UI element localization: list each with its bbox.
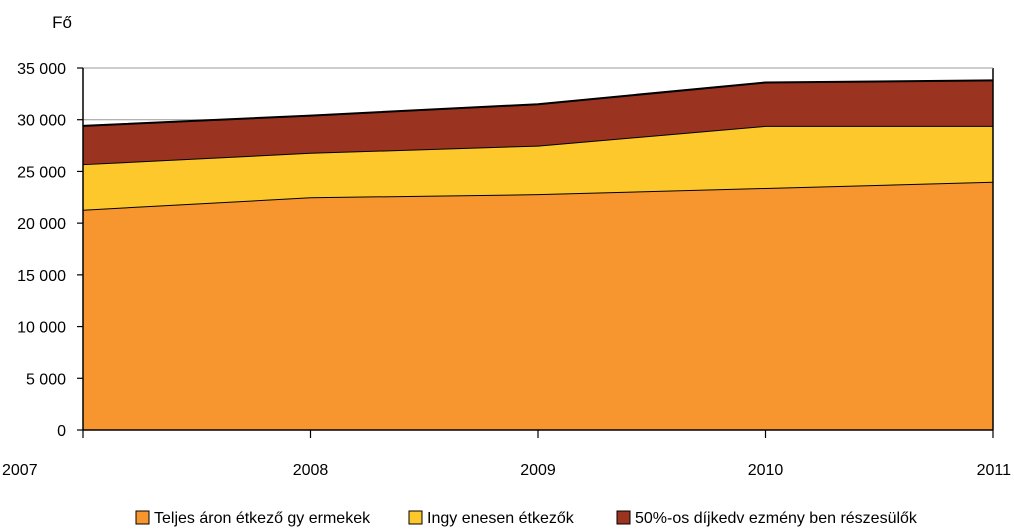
legend-swatch-2 (616, 510, 631, 525)
x-tick-label-1: 2008 (293, 462, 329, 479)
x-tick-label-4: 2011 (977, 462, 1012, 479)
legend-label-1: Ingy enesen étkezők (427, 510, 575, 527)
legend-swatch-1 (408, 510, 423, 525)
y-tick-label-5: 25 000 (17, 164, 66, 181)
x-tick-label-0: 2007 (2, 462, 38, 479)
y-tick-label-4: 20 000 (17, 216, 66, 233)
y-tick-label-7: 35 000 (17, 61, 66, 78)
y-axis-unit-label: Fő (52, 13, 72, 32)
legend-label-2: 50%-os díjkedv ezmény ben részesülők (635, 510, 918, 527)
y-tick-label-6: 30 000 (17, 113, 66, 130)
x-tick-label-2: 2009 (520, 462, 556, 479)
y-tick-label-3: 15 000 (17, 268, 66, 285)
legend: Teljes áron étkező gy ermekek Ingy enesen… (135, 510, 918, 527)
y-tick-label-0: 0 (57, 423, 66, 440)
area-series-2 (83, 80, 993, 165)
y-tick-label-2: 10 000 (17, 320, 66, 337)
axis-layer: 0 5 000 10 000 15 000 20 000 25 000 30 000 35 0… (2, 61, 1011, 479)
x-tick-label-3: 2010 (748, 462, 784, 479)
area-series-0 (83, 181, 993, 430)
legend-swatch-0 (135, 510, 150, 525)
y-tick-label-1: 5 000 (26, 371, 66, 388)
area-series-line-2 (82, 79, 994, 127)
legend-label-0: Teljes áron étkező gy ermekek (154, 510, 371, 527)
area-series-1 (83, 125, 993, 210)
area-layer (82, 79, 994, 430)
